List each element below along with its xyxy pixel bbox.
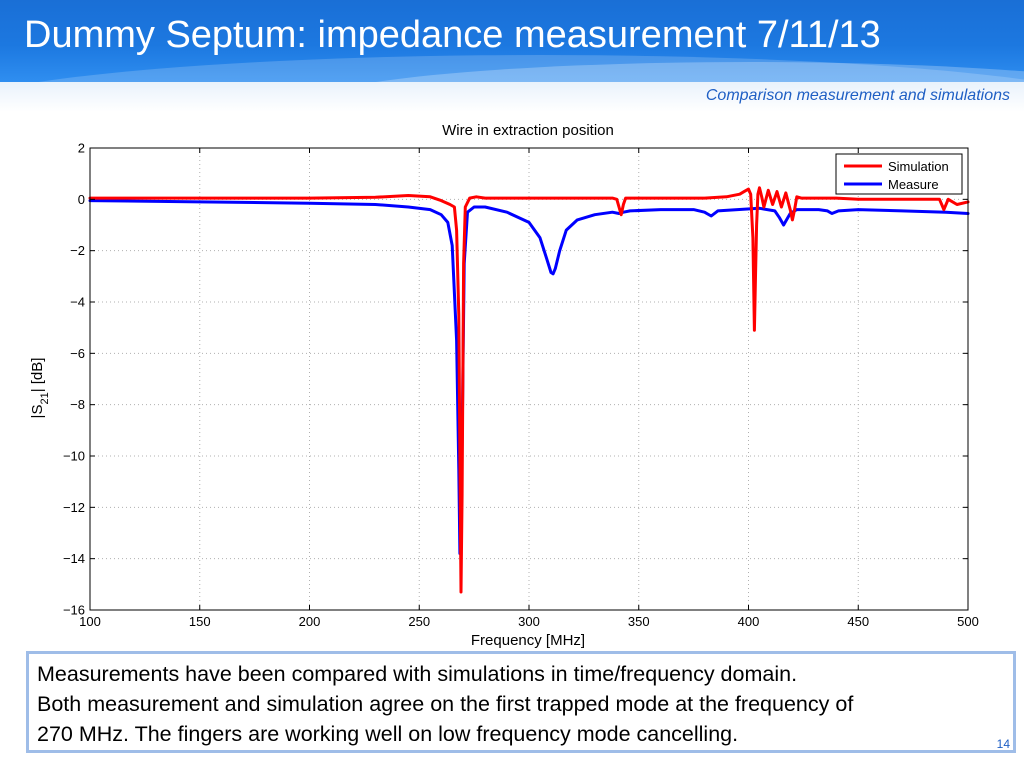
x-axis-label: Frequency [MHz] <box>471 632 585 648</box>
y-tick-label: −10 <box>63 449 85 464</box>
y-tick-label: −12 <box>63 500 85 515</box>
y-tick-label: 0 <box>78 192 85 207</box>
header-bar: Dummy Septum: impedance measurement 7/11… <box>0 0 1024 82</box>
grid-lines <box>90 148 968 610</box>
summary-line: 270 MHz. The fingers are working well on… <box>37 722 739 746</box>
series-line-simulation <box>88 186 970 594</box>
y-tick-label: −8 <box>70 397 85 412</box>
x-tick-label: 400 <box>738 614 760 629</box>
x-tick-label: 200 <box>299 614 321 629</box>
legend-box <box>835 153 963 195</box>
y-tick-label: −2 <box>70 243 85 258</box>
legend-label: Simulation <box>888 159 949 174</box>
page-number: 14 <box>996 737 1010 751</box>
x-tick-label: 250 <box>408 614 430 629</box>
chart-title: Wire in extraction position <box>442 122 614 139</box>
y-tick-label: −4 <box>70 295 85 310</box>
slide-title: Dummy Septum: impedance measurement 7/11… <box>24 14 881 56</box>
summary-line: Both measurement and simulation agree on… <box>37 692 854 716</box>
y-axis-label-sub: 21 <box>39 392 51 404</box>
y-tick-label: −14 <box>63 551 85 566</box>
slide-subtitle: Comparison measurement and simulations <box>705 87 1010 104</box>
legend-label: Measure <box>888 177 939 192</box>
summary-textbox: Measurements have been compared with sim… <box>26 651 1016 753</box>
axis-ticks: 100 150 200 250 300 350 400 450 500 2 0 −2 −4 −6 −8 −10… <box>63 141 979 630</box>
x-tick-label: 500 <box>957 614 979 629</box>
legend: Simulation Measure <box>835 153 963 195</box>
x-tick-label: 150 <box>189 614 211 629</box>
x-tick-label: 100 <box>79 614 101 629</box>
y-axis-label: |S21| [dB] <box>29 358 51 419</box>
y-axis-label-main: |S <box>29 405 46 419</box>
line-chart: 100 150 200 250 300 350 400 450 500 2 0 −2 −4 −6 −8 −10… <box>29 122 979 648</box>
header-band <box>0 82 1024 112</box>
x-tick-label: 300 <box>518 614 540 629</box>
y-tick-label: 2 <box>78 141 85 156</box>
series-layer <box>88 186 970 594</box>
y-tick-label: −6 <box>70 346 85 361</box>
x-tick-label: 450 <box>847 614 869 629</box>
x-tick-label: 350 <box>628 614 650 629</box>
y-axis-label-tail: | [dB] <box>29 358 46 393</box>
summary-line: Measurements have been compared with sim… <box>37 662 798 686</box>
y-tick-label: −16 <box>63 603 85 618</box>
